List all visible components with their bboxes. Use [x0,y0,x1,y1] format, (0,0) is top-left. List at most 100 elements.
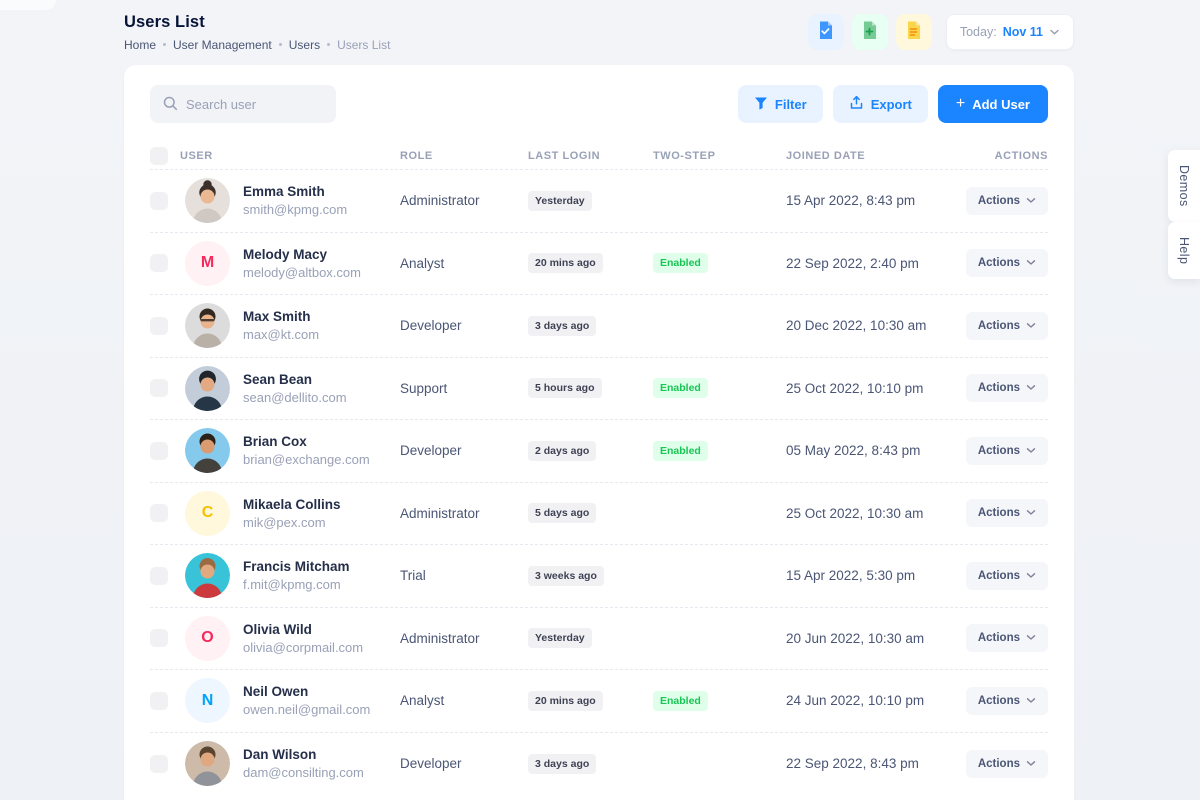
row-checkbox[interactable] [150,754,168,773]
role-cell: Administrator [400,505,480,521]
row-checkbox[interactable] [150,441,168,460]
row-checkbox[interactable] [150,379,168,398]
user-name[interactable]: Francis Mitcham [243,559,350,575]
table-row: M Melody Macy melody@altbox.com Analyst … [150,233,1048,295]
chevron-down-icon [1026,632,1036,644]
users-card: Filter Export + Add User User Role Last … [124,65,1074,800]
search-box [150,85,336,123]
user-name[interactable]: Mikaela Collins [243,496,341,512]
chevron-down-icon [1026,320,1036,332]
avatar[interactable]: C [185,490,230,536]
filter-icon [754,96,768,113]
quick-action-file-plus-button[interactable] [851,14,888,50]
user-email: f.mit@kpmg.com [243,577,341,593]
table-header-row: User Role Last login Two-step Joined dat… [150,145,1048,170]
breadcrumb-home[interactable]: Home [124,37,157,52]
row-checkbox[interactable] [150,691,168,710]
filter-button-label: Filter [774,96,807,112]
page-title: Users List [124,12,205,31]
user-name[interactable]: Olivia Wild [243,621,312,637]
avatar[interactable]: M [185,240,230,286]
add-user-button[interactable]: + Add User [937,85,1048,123]
topbar-actions: Today: Nov 11 [807,14,1074,50]
actions-button[interactable]: Actions [965,686,1048,715]
breadcrumb-dot [163,43,167,46]
actions-button[interactable]: Actions [965,436,1048,465]
joined-date-cell: 20 Jun 2022, 10:30 am [786,630,925,646]
table-row: C Mikaela Collins mik@pex.com Administra… [150,483,1048,545]
avatar[interactable] [185,741,230,787]
role-cell: Administrator [400,630,480,646]
row-checkbox[interactable] [150,629,168,648]
chevron-down-icon [1026,257,1036,269]
joined-date-cell: 20 Dec 2022, 10:30 am [786,318,927,334]
role-cell: Support [400,380,448,396]
role-cell: Developer [400,756,462,772]
row-checkbox[interactable] [150,316,168,335]
add-user-button-label: Add User [972,96,1030,112]
user-name[interactable]: Dan Wilson [243,747,317,763]
date-picker-button[interactable]: Today: Nov 11 [945,14,1074,50]
export-button[interactable]: Export [832,85,928,123]
header-last-login: Last login [528,150,601,162]
quick-action-file-lines-button[interactable] [895,14,932,50]
help-tab[interactable]: Help [1168,222,1200,280]
row-checkbox[interactable] [150,504,168,523]
role-cell: Analyst [400,693,445,709]
user-name[interactable]: Brian Cox [243,434,307,450]
avatar[interactable] [185,553,230,599]
row-checkbox[interactable] [150,254,168,273]
row-checkbox[interactable] [150,566,168,585]
quick-action-file-check-button[interactable] [807,14,844,50]
avatar[interactable] [185,303,230,349]
chevron-down-icon [1026,507,1036,519]
actions-button[interactable]: Actions [965,186,1048,215]
last-login-badge: Yesterday [528,190,592,211]
user-name[interactable]: Max Smith [243,309,311,325]
card-toolbar: Filter Export + Add User [150,85,1048,123]
page-header: Users List Home User Management Users Us… [124,0,1074,64]
user-name[interactable]: Sean Bean [243,371,313,387]
joined-date-cell: 22 Sep 2022, 2:40 pm [786,255,919,271]
user-name[interactable]: Emma Smith [243,184,325,200]
demos-tab[interactable]: Demos [1168,150,1200,222]
actions-button[interactable]: Actions [965,311,1048,340]
avatar[interactable] [185,178,230,224]
date-picker-value: Nov 11 [1002,25,1043,39]
chevron-down-icon [1026,445,1036,457]
header-two-step: Two-step [653,150,716,162]
joined-date-cell: 25 Oct 2022, 10:10 pm [786,380,924,396]
actions-button[interactable]: Actions [965,561,1048,590]
user-name[interactable]: Melody Macy [243,246,328,262]
actions-button[interactable]: Actions [965,624,1048,653]
chevron-down-icon [1026,382,1036,394]
breadcrumb-user-management[interactable]: User Management [173,37,272,52]
row-checkbox[interactable] [150,191,168,210]
avatar[interactable] [185,365,230,411]
user-name[interactable]: Neil Owen [243,684,309,700]
two-step-badge: Enabled [653,253,708,274]
actions-button[interactable]: Actions [965,499,1048,528]
header-role: Role [400,150,433,162]
avatar[interactable]: O [185,615,230,661]
last-login-badge: 3 days ago [528,753,597,774]
chevron-down-icon [1026,570,1036,582]
user-email: olivia@corpmail.com [243,639,364,655]
user-email: sean@dellito.com [243,389,347,405]
table-row: N Neil Owen owen.neil@gmail.com Analyst … [150,670,1048,733]
actions-button[interactable]: Actions [965,374,1048,403]
user-email: brian@exchange.com [243,452,370,468]
file-plus-icon [861,21,878,43]
search-input[interactable] [150,85,336,123]
breadcrumb-users[interactable]: Users [288,37,321,52]
avatar[interactable] [185,428,230,474]
actions-button[interactable]: Actions [965,749,1048,778]
actions-button[interactable]: Actions [965,249,1048,278]
filter-button[interactable]: Filter [737,85,823,123]
avatar[interactable]: N [185,678,230,724]
export-button-label: Export [870,96,912,112]
select-all-checkbox[interactable] [150,147,168,165]
joined-date-cell: 15 Apr 2022, 8:43 pm [786,193,916,209]
header-joined-date: Joined date [786,150,866,162]
table-row: O Olivia Wild olivia@corpmail.com Admini… [150,608,1048,670]
